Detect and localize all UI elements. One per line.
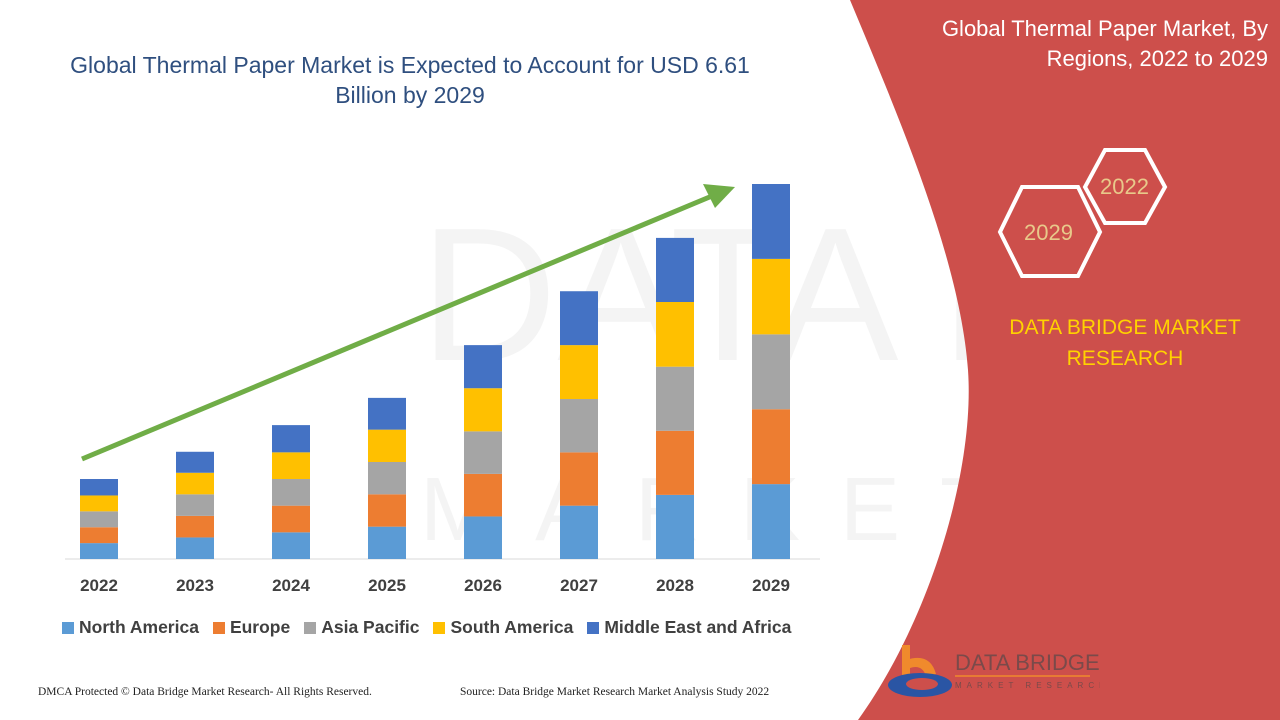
bar-2024-north-america — [272, 532, 310, 559]
bar-2028-south-america — [656, 302, 694, 367]
bar-2027-south-america — [560, 345, 598, 400]
legend-label: North America — [79, 617, 199, 637]
bar-2024-south-america — [272, 452, 310, 480]
bar-2027-middle-east-and-africa — [560, 291, 598, 346]
side-panel-title: Global Thermal Paper Market, By Regions,… — [941, 16, 1268, 71]
legend-label: Middle East and Africa — [604, 617, 792, 637]
bars-group — [80, 184, 790, 559]
legend-item: Europe — [212, 617, 291, 638]
x-tick-label: 2024 — [272, 576, 310, 595]
bar-2023-north-america — [176, 537, 214, 559]
svg-text:DATA BRIDGE: DATA BRIDGE — [955, 650, 1100, 675]
bar-2027-north-america — [560, 505, 598, 559]
bar-2025-europe — [368, 494, 406, 527]
footer-copyright: DMCA Protected © Data Bridge Market Rese… — [38, 686, 372, 698]
bar-2026-middle-east-and-africa — [464, 345, 502, 389]
bar-2026-europe — [464, 473, 502, 517]
bar-2028-asia-pacific — [656, 366, 694, 431]
hexagon-2029 — [997, 185, 1103, 278]
svg-text:MARKET RESEARCH: MARKET RESEARCH — [955, 681, 1100, 690]
bar-2022-europe — [80, 527, 118, 544]
footer-source: Source: Data Bridge Market Research Mark… — [460, 686, 770, 698]
bar-2027-asia-pacific — [560, 399, 598, 453]
hexagon-2022 — [1082, 148, 1168, 225]
bar-2023-asia-pacific — [176, 494, 214, 516]
legend: North America Europe Asia Pacific South Ame… — [62, 617, 791, 638]
bar-2028-middle-east-and-africa — [656, 237, 694, 303]
x-tick-label: 2028 — [656, 576, 694, 595]
legend-item: Asia Pacific — [304, 617, 419, 638]
legend-swatch — [212, 621, 225, 634]
chart-title: Global Thermal Paper Market is Expected … — [70, 52, 750, 108]
bar-2029-north-america — [752, 484, 790, 559]
bar-2023-south-america — [176, 472, 214, 495]
trend-arrow — [81, 184, 735, 462]
brand-text: DATA BRIDGE MARKET RESEARCH — [1009, 316, 1241, 370]
x-tick-label: 2025 — [368, 576, 406, 595]
bar-2024-europe — [272, 505, 310, 533]
bar-2026-north-america — [464, 516, 502, 559]
legend-item: Middle East and Africa — [587, 617, 791, 638]
x-tick-label: 2029 — [752, 576, 790, 595]
bar-2025-middle-east-and-africa — [368, 397, 406, 430]
bar-2024-asia-pacific — [272, 479, 310, 506]
x-tick-label: 2027 — [560, 576, 598, 595]
legend-label: Europe — [229, 617, 291, 637]
bar-2025-north-america — [368, 526, 406, 559]
legend-swatch — [433, 621, 446, 634]
bar-2022-north-america — [80, 543, 118, 559]
bar-2029-middle-east-and-africa — [752, 184, 790, 259]
bar-2022-south-america — [80, 495, 118, 512]
bar-2025-asia-pacific — [368, 461, 406, 495]
legend-swatch — [587, 621, 600, 634]
legend-label: Asia Pacific — [321, 617, 420, 637]
x-tick-label: 2022 — [80, 576, 118, 595]
bar-2023-europe — [176, 515, 214, 538]
bar-2026-asia-pacific — [464, 431, 502, 474]
bar-2029-south-america — [752, 258, 790, 335]
bar-2029-asia-pacific — [752, 334, 790, 410]
legend-swatch — [304, 621, 317, 634]
bar-2022-middle-east-and-africa — [80, 479, 118, 496]
data-bridge-logo: DATA BRIDGE MARKET RESEARCH — [888, 645, 1100, 697]
legend-item: North America — [62, 617, 199, 638]
legend-item: South America — [433, 617, 573, 638]
legend-swatch — [62, 621, 74, 634]
x-tick-label: 2023 — [176, 576, 214, 595]
bar-2022-asia-pacific — [80, 511, 118, 528]
bar-2029-europe — [752, 409, 790, 485]
bar-2024-middle-east-and-africa — [272, 425, 310, 453]
bar-2023-middle-east-and-africa — [176, 451, 214, 473]
bar-2026-south-america — [464, 388, 502, 432]
legend-label: South America — [450, 617, 574, 637]
hex-label-2029: 2029 — [1024, 220, 1073, 245]
x-tick-label: 2026 — [464, 576, 502, 595]
bar-2027-europe — [560, 452, 598, 506]
bar-2028-europe — [656, 430, 694, 495]
side-panel — [850, 0, 1280, 720]
hex-label-2022: 2022 — [1100, 174, 1149, 199]
bar-2025-south-america — [368, 429, 406, 462]
bar-2028-north-america — [656, 494, 694, 559]
